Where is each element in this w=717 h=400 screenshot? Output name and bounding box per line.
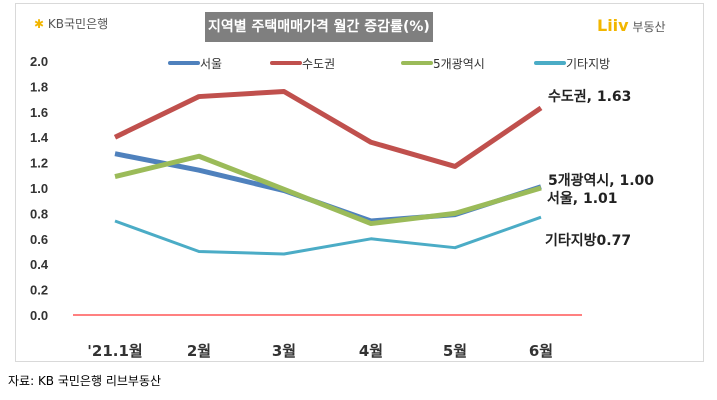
series-line-수도권: [113, 88, 543, 169]
series-line-기타지방: [114, 215, 542, 256]
data-label: 기타지방0.77: [545, 232, 631, 249]
legend-label: 수도권: [302, 57, 335, 71]
y-tick-label: 1.8: [30, 79, 48, 94]
chart-frame: [15, 3, 704, 362]
series-line-서울: [114, 151, 542, 224]
data-label: 5개광역시, 1.00: [548, 172, 654, 189]
legend-label: 기타지방: [566, 57, 610, 71]
liiv-sub-text: 부동산: [632, 20, 666, 34]
y-tick-label: 1.0: [30, 181, 48, 196]
kb-logo: ✱ KB국민은행: [34, 15, 108, 32]
x-tick-label: '21.1월: [87, 342, 142, 360]
y-tick-label: 0.6: [30, 232, 48, 247]
liiv-logo-text: Liiv: [597, 16, 629, 35]
source-note: 자료: KB 국민은행 리브부동산: [8, 374, 162, 388]
legend-label: 서울: [200, 57, 222, 71]
x-tick-label: 4월: [359, 342, 383, 360]
y-tick-label: 0.8: [30, 206, 48, 221]
y-tick-label: 1.2: [30, 156, 48, 171]
legend-label: 5개광역시: [433, 57, 485, 71]
data-label: 수도권, 1.63: [548, 89, 631, 105]
y-tick-label: 0.2: [30, 283, 48, 298]
x-tick-label: 3월: [272, 342, 296, 360]
y-tick-label: 1.4: [30, 130, 49, 145]
data-label: 서울, 1.01: [547, 190, 618, 207]
y-tick-label: 0.4: [30, 257, 49, 272]
x-tick-label: 6월: [529, 342, 553, 360]
y-tick-label: 1.6: [30, 105, 48, 120]
y-tick-label: 2.0: [30, 54, 48, 69]
kb-logo-text: KB국민은행: [47, 17, 109, 31]
kb-star-icon: ✱: [34, 17, 45, 31]
y-tick-label: 0.0: [30, 308, 48, 323]
chart-title: 지역별 주택매매가격 월간 증감률(%): [205, 12, 433, 42]
liiv-logo: Liiv 부동산: [597, 16, 666, 35]
x-tick-label: 5월: [443, 342, 467, 360]
x-tick-label: 2월: [187, 342, 211, 360]
series-line-5개광역시: [114, 153, 542, 227]
